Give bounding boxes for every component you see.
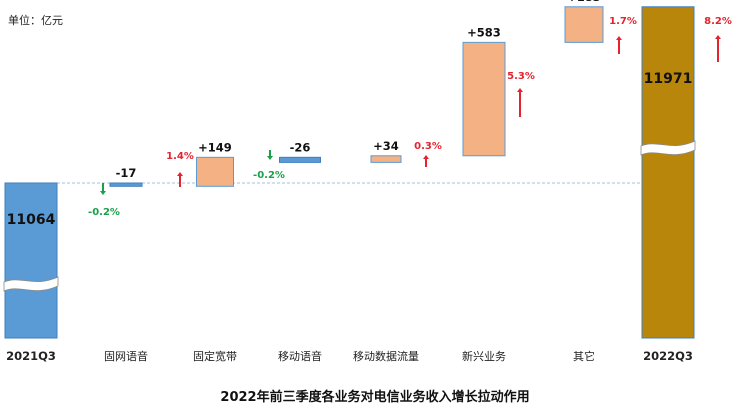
end-axis-break — [640, 140, 696, 156]
step-trend-arrow-1 — [100, 183, 106, 195]
step-trend-arrow-3 — [267, 150, 273, 160]
end-pct-label: 8.2% — [704, 16, 732, 27]
end-total-bar — [641, 6, 695, 339]
step-category-label-2: 固定宽带 — [193, 349, 237, 363]
end-total-value-label: 11971 — [644, 71, 693, 87]
step-pct-label-4: 0.3% — [414, 141, 442, 152]
end-trend-arrow-head — [715, 35, 721, 39]
step-pct-label-6: 1.7% — [609, 16, 637, 27]
step-trend-arrow-1-head — [100, 191, 106, 195]
step-trend-arrow-2 — [177, 172, 183, 187]
start-total-bar — [4, 182, 58, 339]
step-trend-arrow-5 — [517, 88, 523, 117]
step-trend-arrow-3-head — [267, 156, 273, 160]
step-category-label-4: 移动数据流量 — [353, 349, 419, 363]
step-bar-2 — [196, 156, 234, 187]
start-total-value-label: 11064 — [7, 212, 56, 228]
step-delta-label-6: +183 — [567, 0, 601, 4]
step-delta-label-5: +583 — [467, 25, 501, 39]
step-trend-arrow-4 — [423, 155, 429, 167]
start-axis-break — [3, 276, 59, 292]
start-axis-break-fill — [3, 276, 59, 292]
step-pct-label-5: 5.3% — [507, 71, 535, 82]
end-axis-break-fill — [640, 140, 696, 156]
step-delta-label-2: +149 — [198, 140, 232, 154]
step-delta-label-1: -17 — [116, 166, 137, 180]
step-bar-3 — [279, 156, 321, 163]
chart-title: 2022年前三季度各业务对电信业务收入增长拉动作用 — [220, 389, 529, 405]
step-delta-label-3: -26 — [290, 140, 311, 154]
step-category-label-6: 其它 — [573, 349, 595, 363]
step-pct-label-2: 1.4% — [166, 151, 194, 162]
step-pct-label-1: -0.2% — [88, 207, 120, 218]
step-category-label-1: 固网语音 — [104, 349, 148, 363]
end-trend-arrow — [715, 35, 721, 62]
start-category-label: 2021Q3 — [6, 349, 56, 363]
step-pct-label-3: -0.2% — [253, 170, 285, 181]
step-bar-4 — [370, 155, 402, 163]
step-bar-1 — [109, 182, 143, 187]
step-trend-arrow-4-head — [423, 155, 429, 159]
step-bar-5 — [462, 41, 506, 157]
step-bar-6 — [564, 6, 604, 43]
step-delta-label-4: +34 — [373, 139, 399, 153]
step-category-label-3: 移动语音 — [278, 349, 322, 363]
step-trend-arrow-5-head — [517, 88, 523, 92]
step-trend-arrow-2-head — [177, 172, 183, 176]
unit-label: 单位：亿元 — [8, 13, 63, 27]
step-category-label-5: 新兴业务 — [462, 349, 506, 363]
end-category-label: 2022Q3 — [643, 349, 693, 363]
step-trend-arrow-6-head — [616, 36, 622, 40]
step-trend-arrow-6 — [616, 36, 622, 54]
